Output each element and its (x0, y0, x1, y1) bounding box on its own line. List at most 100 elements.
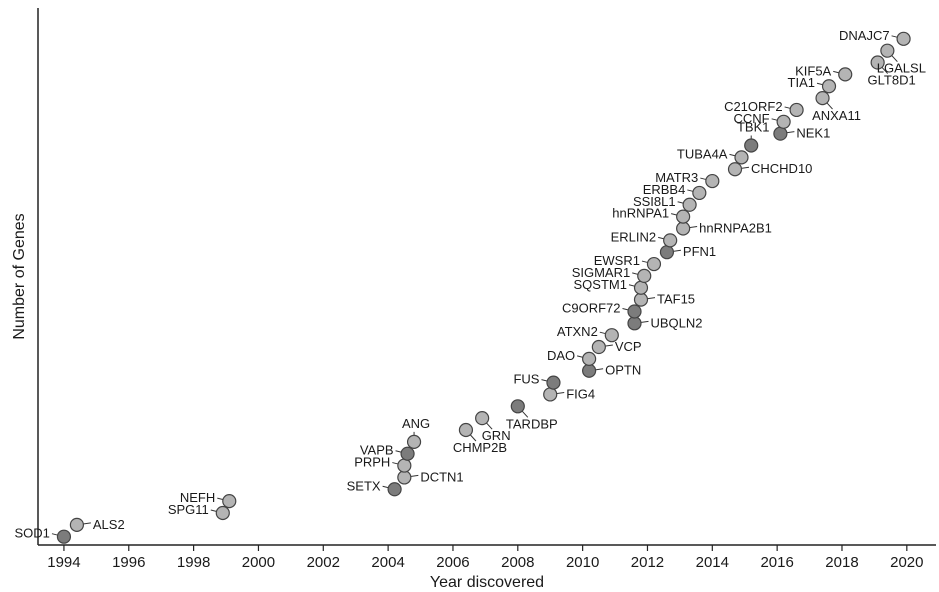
data-point-glt8d1 (870, 55, 885, 70)
x-tick-label: 1994 (47, 554, 80, 571)
gene-label-fus: FUS (513, 372, 539, 387)
data-point-tbk1 (744, 138, 759, 153)
data-point-pfn1 (659, 245, 675, 260)
gene-label-sqstm1: SQSTM1 (574, 277, 627, 292)
x-axis-title: Year discovered (430, 574, 544, 591)
gene-label-dctn1: DCTN1 (420, 469, 463, 484)
gene-label-chmp2b: CHMP2B (453, 440, 507, 455)
gene-label-vcp: VCP (615, 339, 642, 354)
gene-label-hnrnpa1: hnRNPA1 (612, 206, 669, 221)
gene-label-chchd10: CHCHD10 (751, 161, 812, 176)
gene-label-nefh: NEFH (180, 490, 215, 505)
data-point-vapb (400, 446, 415, 461)
data-point-dnajc7 (896, 31, 911, 46)
data-point-c21orf2 (789, 102, 804, 118)
data-point-hnrnpa1 (676, 209, 691, 224)
data-point-atxn2 (604, 328, 619, 343)
data-point-tia1 (821, 79, 837, 94)
gene-label-dnajc7: DNAJC7 (839, 28, 890, 43)
gene-label-ubqln2: UBQLN2 (651, 315, 703, 330)
data-point-grn (475, 411, 490, 426)
data-point-taf15 (633, 292, 649, 307)
data-point-erbb4 (692, 185, 707, 201)
data-point-optn (582, 363, 597, 378)
gene-label-setx: SETX (347, 478, 381, 493)
x-tick-label: 2020 (890, 554, 923, 571)
gene-label-tuba4a: TUBA4A (677, 146, 728, 161)
data-point-ssi8l1 (682, 197, 697, 212)
data-point-chchd10 (727, 162, 743, 177)
gene-label-sod1: SOD1 (15, 526, 50, 541)
gene-label-tbk1: TBK1 (737, 120, 770, 135)
data-point-ewsr1 (646, 256, 662, 272)
gene-label-ssi8l1: SSI8L1 (633, 194, 676, 209)
gene-label-c9orf72: C9ORF72 (562, 300, 621, 315)
gene-label-dao: DAO (547, 348, 575, 363)
data-point-kif5a (838, 67, 853, 82)
data-point-setx (387, 482, 402, 497)
gene-label-pfn1: PFN1 (683, 244, 716, 259)
gene-label-sigmar1: SIGMAR1 (572, 265, 631, 280)
gene-label-spg11: SPG11 (168, 502, 209, 517)
gene-label-als2: ALS2 (93, 517, 125, 532)
gene-label-tardbp: TARDBP (506, 416, 558, 431)
data-point-ubqln2 (627, 316, 642, 331)
x-tick-label: 2006 (436, 554, 469, 571)
data-point-nek1 (773, 126, 788, 141)
gene-label-optn: OPTN (605, 363, 641, 378)
gene-label-glt8d1: GLT8D1 (868, 73, 916, 88)
x-tick-label: 1996 (112, 554, 145, 571)
gene-label-hnrnpa2b1: hnRNPA2B1 (699, 220, 772, 235)
data-points (56, 31, 911, 544)
gene-label-atxn2: ATXN2 (557, 324, 598, 339)
x-tick-label: 2008 (501, 554, 534, 571)
data-point-nefh (222, 494, 237, 509)
data-point-tuba4a (734, 150, 749, 165)
data-point-c9orf72 (627, 304, 642, 319)
gene-label-matr3: MATR3 (655, 170, 698, 185)
x-tick-label: 1998 (177, 554, 210, 571)
data-point-prph (397, 458, 412, 473)
gene-label-fig4: FIG4 (566, 386, 595, 401)
data-point-anxa11 (815, 90, 830, 106)
gene-label-anxa11: ANXA11 (812, 108, 861, 123)
data-point-spg11 (215, 505, 230, 521)
gene-label-c21orf2: C21ORF2 (724, 99, 783, 114)
gene-label-ang: ANG (402, 416, 430, 431)
gene-label-nek1: NEK1 (796, 126, 830, 141)
data-point-sqstm1 (633, 280, 649, 295)
gene-label-lgalsl: LGALSL (877, 61, 926, 76)
x-tick-label: 2012 (631, 554, 664, 571)
x-tick-label: 2004 (371, 554, 404, 571)
gene-label-tia1: TIA1 (788, 75, 815, 90)
y-axis-title: Number of Genes (11, 213, 28, 339)
data-point-sigmar1 (637, 268, 652, 284)
x-tick-label: 2018 (825, 554, 858, 571)
data-point-fus (546, 375, 561, 390)
gene-label-kif5a: KIF5A (795, 63, 831, 78)
data-point-als2 (69, 517, 85, 532)
x-axis-ticks: 1994 1996 1998 2000 2002 2004 2006 2008 2010 2012… (47, 545, 924, 571)
gene-label-taf15: TAF15 (657, 292, 695, 307)
gene-label-erbb4: ERBB4 (643, 182, 686, 197)
data-point-vcp (591, 339, 606, 355)
x-tick-label: 2002 (307, 554, 340, 571)
x-tick-label: 2000 (242, 554, 275, 571)
data-point-sod1 (56, 529, 72, 544)
data-point-hnrnpa2b1 (676, 221, 691, 236)
data-point-ccnf (776, 114, 791, 129)
gene-label-ccnf: CCNF (734, 111, 770, 126)
x-tick-label: 2010 (566, 554, 599, 571)
axes (37, 8, 936, 546)
x-tick-label: 2014 (696, 554, 729, 571)
data-point-lgalsl (880, 43, 895, 58)
data-point-tardbp (510, 399, 525, 414)
data-point-dctn1 (397, 470, 412, 485)
data-point-ang (406, 434, 422, 449)
gene-label-erlin2: ERLIN2 (611, 229, 657, 244)
data-point-erlin2 (663, 233, 678, 248)
data-point-fig4 (543, 387, 558, 402)
gene-label-vapb: VAPB (360, 443, 394, 458)
